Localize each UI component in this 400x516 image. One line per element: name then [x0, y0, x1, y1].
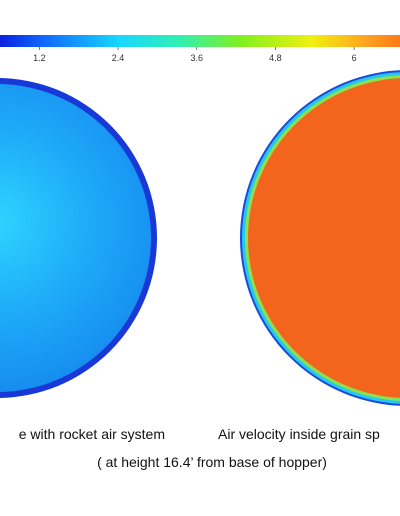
- colorbar-ticks: 1.2 2.4 3.6 4.8 6: [33, 47, 357, 63]
- left-circle: [0, 84, 151, 392]
- right-circle: [248, 78, 400, 398]
- left-caption: e with rocket air system: [19, 426, 165, 442]
- colorbar: [0, 35, 400, 47]
- tick-label: 1.2: [33, 53, 46, 63]
- tick-label: 6: [352, 53, 357, 63]
- bottom-caption: ( at height 16.4’ from base of hopper): [97, 454, 327, 470]
- right-caption: Air velocity inside grain sp: [218, 426, 380, 442]
- tick-label: 2.4: [112, 53, 125, 63]
- tick-label: 4.8: [269, 53, 282, 63]
- tick-label: 3.6: [190, 53, 203, 63]
